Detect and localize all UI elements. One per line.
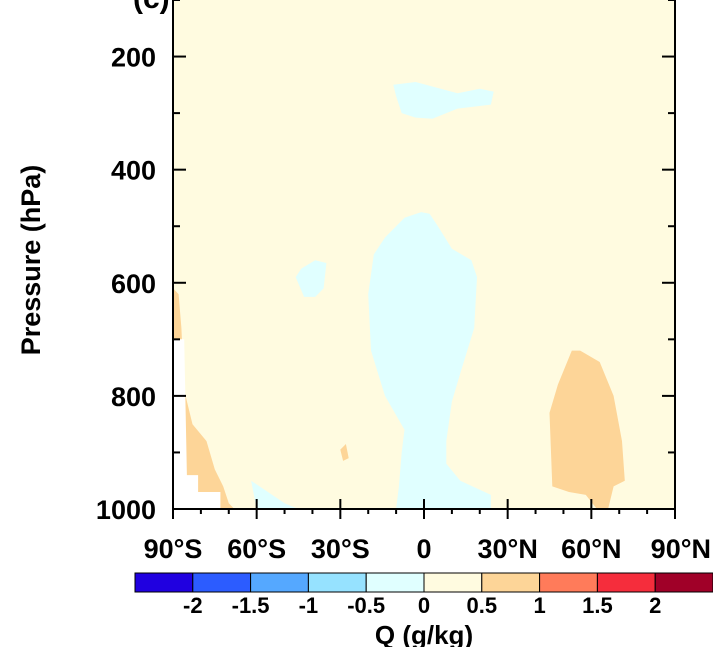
y-tick-label: 600 <box>111 269 156 299</box>
colorbar-box <box>423 572 483 593</box>
colorbar-label: -2 <box>183 593 203 618</box>
region-upper-tropics-negative <box>393 82 494 119</box>
y-tick-label: 200 <box>111 43 156 73</box>
region-southern-subtropics-negative <box>295 260 327 297</box>
plot-area <box>173 0 675 509</box>
colorbar-label: -1.5 <box>232 593 270 618</box>
x-tick-label: 90°N <box>651 534 711 564</box>
region-southern-surface-negative <box>251 480 299 509</box>
region-missing-data-surface <box>173 339 221 509</box>
colorbar-label: 1 <box>533 593 545 618</box>
colorbar-box <box>596 572 656 593</box>
y-tick-label: 1000 <box>96 495 156 525</box>
region-southern-subtropics-positive <box>340 444 349 461</box>
x-tick-label: 60°S <box>227 534 286 564</box>
region-southern-high-latitude-positive <box>173 288 235 509</box>
colorbar-box <box>539 572 598 593</box>
colorbar-label: 2 <box>649 593 661 618</box>
colorbar-box <box>192 572 252 593</box>
x-tick-label: 90°S <box>144 534 203 564</box>
colorbar-box <box>134 572 194 593</box>
x-tick-label: 60°N <box>561 534 621 564</box>
x-tick-label: 30°N <box>478 534 538 564</box>
colorbar-box <box>307 572 367 593</box>
x-tick-label: 0 <box>416 534 431 564</box>
colorbar-box <box>654 572 713 593</box>
colorbar-label: 0 <box>418 593 430 618</box>
region-central-column-negative <box>368 212 491 509</box>
colorbar-label: -1 <box>299 593 319 618</box>
y-tick-label: 400 <box>111 156 156 186</box>
colorbar-label: 1.5 <box>582 593 613 618</box>
axes: 200 400 600 800 1000 90°S 60°S 30°S 0 30°N 60°N 90°… <box>96 0 711 564</box>
colorbar-title: Q (g/kg) <box>375 620 473 647</box>
y-tick-label: 800 <box>111 382 156 412</box>
x-tick-label: 30°S <box>311 534 370 564</box>
y-axis-label: Pressure (hPa) <box>16 165 46 356</box>
colorbar-box <box>365 572 425 593</box>
colorbar-label: 0.5 <box>467 593 498 618</box>
colorbar-box <box>250 572 309 593</box>
colorbar-label: -0.5 <box>347 593 385 618</box>
colorbar-box <box>481 572 541 593</box>
panel-label: (c) <box>133 0 170 15</box>
colorbar: -2 -1.5 -1 -0.5 0 0.5 1 1.5 2 <box>134 572 713 618</box>
region-northern-high-latitude-positive <box>549 350 625 509</box>
